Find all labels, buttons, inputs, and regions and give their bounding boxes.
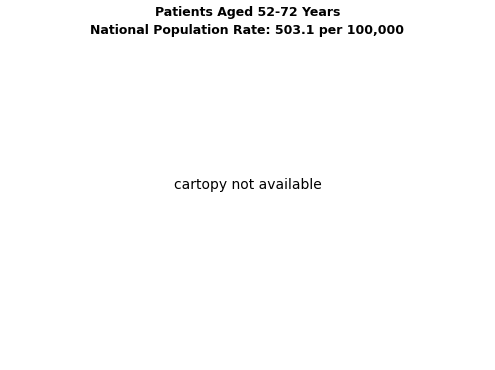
Text: cartopy not available: cartopy not available xyxy=(174,178,321,192)
Text: National Population Rate: 503.1 per 100,000: National Population Rate: 503.1 per 100,… xyxy=(91,24,404,37)
Text: Patients Aged 52-72 Years: Patients Aged 52-72 Years xyxy=(155,6,340,18)
